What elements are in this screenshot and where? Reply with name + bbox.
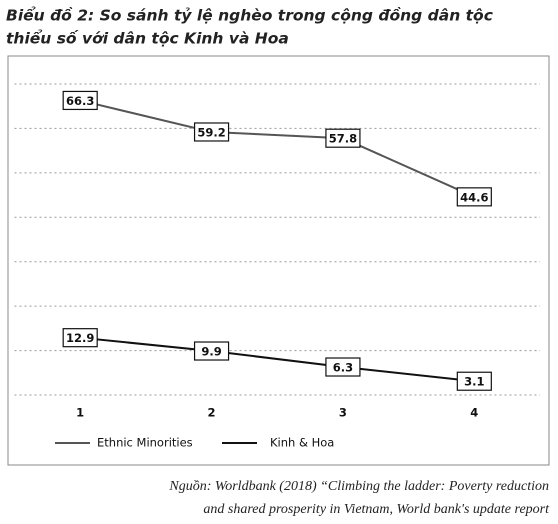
chart-title: Biểu đồ 2: So sánh tỷ lệ nghèo trong cộn… xyxy=(6,6,493,25)
data-label-box xyxy=(193,122,230,142)
x-tick-label: 1 xyxy=(76,406,84,420)
x-tick-label: 4 xyxy=(470,406,478,420)
data-label: 9.9 xyxy=(201,345,221,359)
data-label: 44.6 xyxy=(460,190,488,204)
data-label-box xyxy=(456,187,492,207)
legend-label: Kinh & Hoa xyxy=(270,436,334,450)
data-label: 66.3 xyxy=(66,94,94,108)
data-label: 12.9 xyxy=(66,331,94,345)
data-label-box xyxy=(325,128,361,148)
data-label-box xyxy=(456,371,492,391)
source-note: and shared prosperity in Vietnam, World … xyxy=(203,502,550,517)
data-label: 57.8 xyxy=(329,132,357,146)
series-line xyxy=(79,99,475,198)
data-label-box xyxy=(62,328,98,348)
chart-title: thiểu số với dân tộc Kinh và Hoa xyxy=(6,29,289,48)
data-label: 59.2 xyxy=(197,125,225,139)
legend-label: Ethnic Minorities xyxy=(97,436,193,450)
x-tick-label: 2 xyxy=(208,406,216,420)
data-label-box xyxy=(193,341,230,361)
x-tick-label: 3 xyxy=(339,406,347,420)
series-line xyxy=(80,336,475,383)
data-label-box xyxy=(62,90,98,111)
data-label: 3.1 xyxy=(464,375,484,389)
data-label: 6.3 xyxy=(333,361,353,375)
data-label-box xyxy=(325,357,361,377)
source-note: Nguồn: Worldbank (2018) “Climbing the la… xyxy=(168,479,549,494)
chart-frame xyxy=(7,55,550,466)
